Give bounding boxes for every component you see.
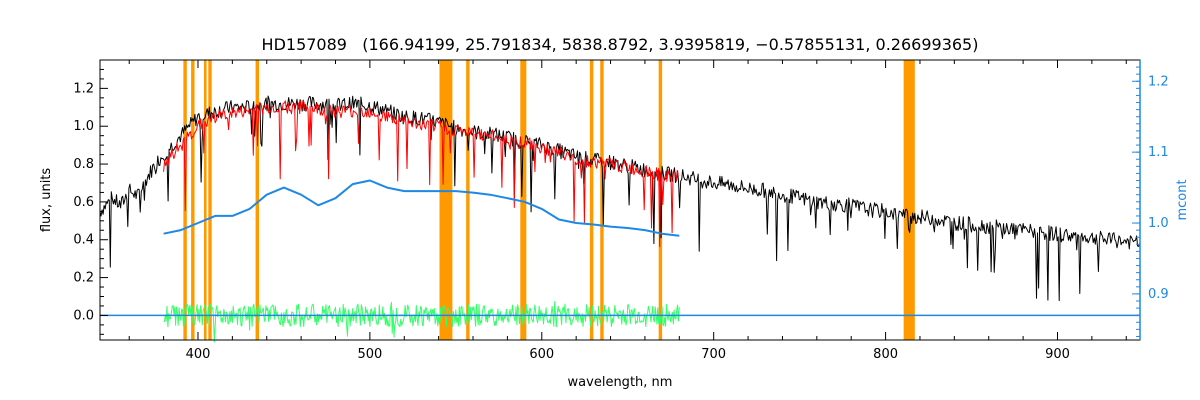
x-tick-label: 600 xyxy=(529,347,554,362)
y-tick-label: 0.8 xyxy=(73,157,94,172)
x-axis-label: wavelength, nm xyxy=(568,375,673,390)
series-residuals xyxy=(163,301,680,343)
masked-region xyxy=(520,60,527,340)
masked-region xyxy=(191,60,195,340)
y-tick-label: 1.0 xyxy=(73,119,94,134)
y-tick-label: 0.4 xyxy=(73,233,94,248)
y2-tick-label: 1.1 xyxy=(1148,145,1169,160)
masked-region xyxy=(903,60,915,340)
masked-region xyxy=(439,60,453,340)
y-tick-label: 0.2 xyxy=(73,271,94,286)
axis-layer: 400 500 600 700 800 900 0.0 0.2 0.4 0.6 0.8 1.0 1.2 0… xyxy=(73,60,1169,362)
y2-tick-label: 1.2 xyxy=(1148,74,1169,89)
x-tick-label: 800 xyxy=(873,347,898,362)
masked-region xyxy=(466,60,470,340)
x-tick-label: 700 xyxy=(701,347,726,362)
x-tick-label: 400 xyxy=(186,347,211,362)
masked-region xyxy=(208,60,212,340)
y2-axis-label: mcont xyxy=(1175,179,1190,220)
series-model-spectrum xyxy=(163,100,679,248)
masked-region xyxy=(255,60,260,340)
y-axis-label: flux, units xyxy=(39,168,54,233)
masked-region xyxy=(589,60,594,340)
masked-region xyxy=(204,60,207,340)
masked-region xyxy=(600,60,604,340)
x-tick-label: 900 xyxy=(1045,347,1070,362)
y-tick-label: 0.0 xyxy=(73,308,94,323)
masked-regions xyxy=(183,60,915,340)
series-layer xyxy=(99,95,1141,343)
y-tick-label: 0.6 xyxy=(73,195,94,210)
y2-tick-label: 0.9 xyxy=(1148,287,1169,302)
chart-title: HD157089 (166.94199, 25.791834, 5838.879… xyxy=(262,35,979,54)
y2-tick-label: 1.0 xyxy=(1148,216,1169,231)
x-tick-label: 500 xyxy=(357,347,382,362)
y-tick-label: 1.2 xyxy=(73,81,94,96)
series-mcont xyxy=(163,179,680,237)
